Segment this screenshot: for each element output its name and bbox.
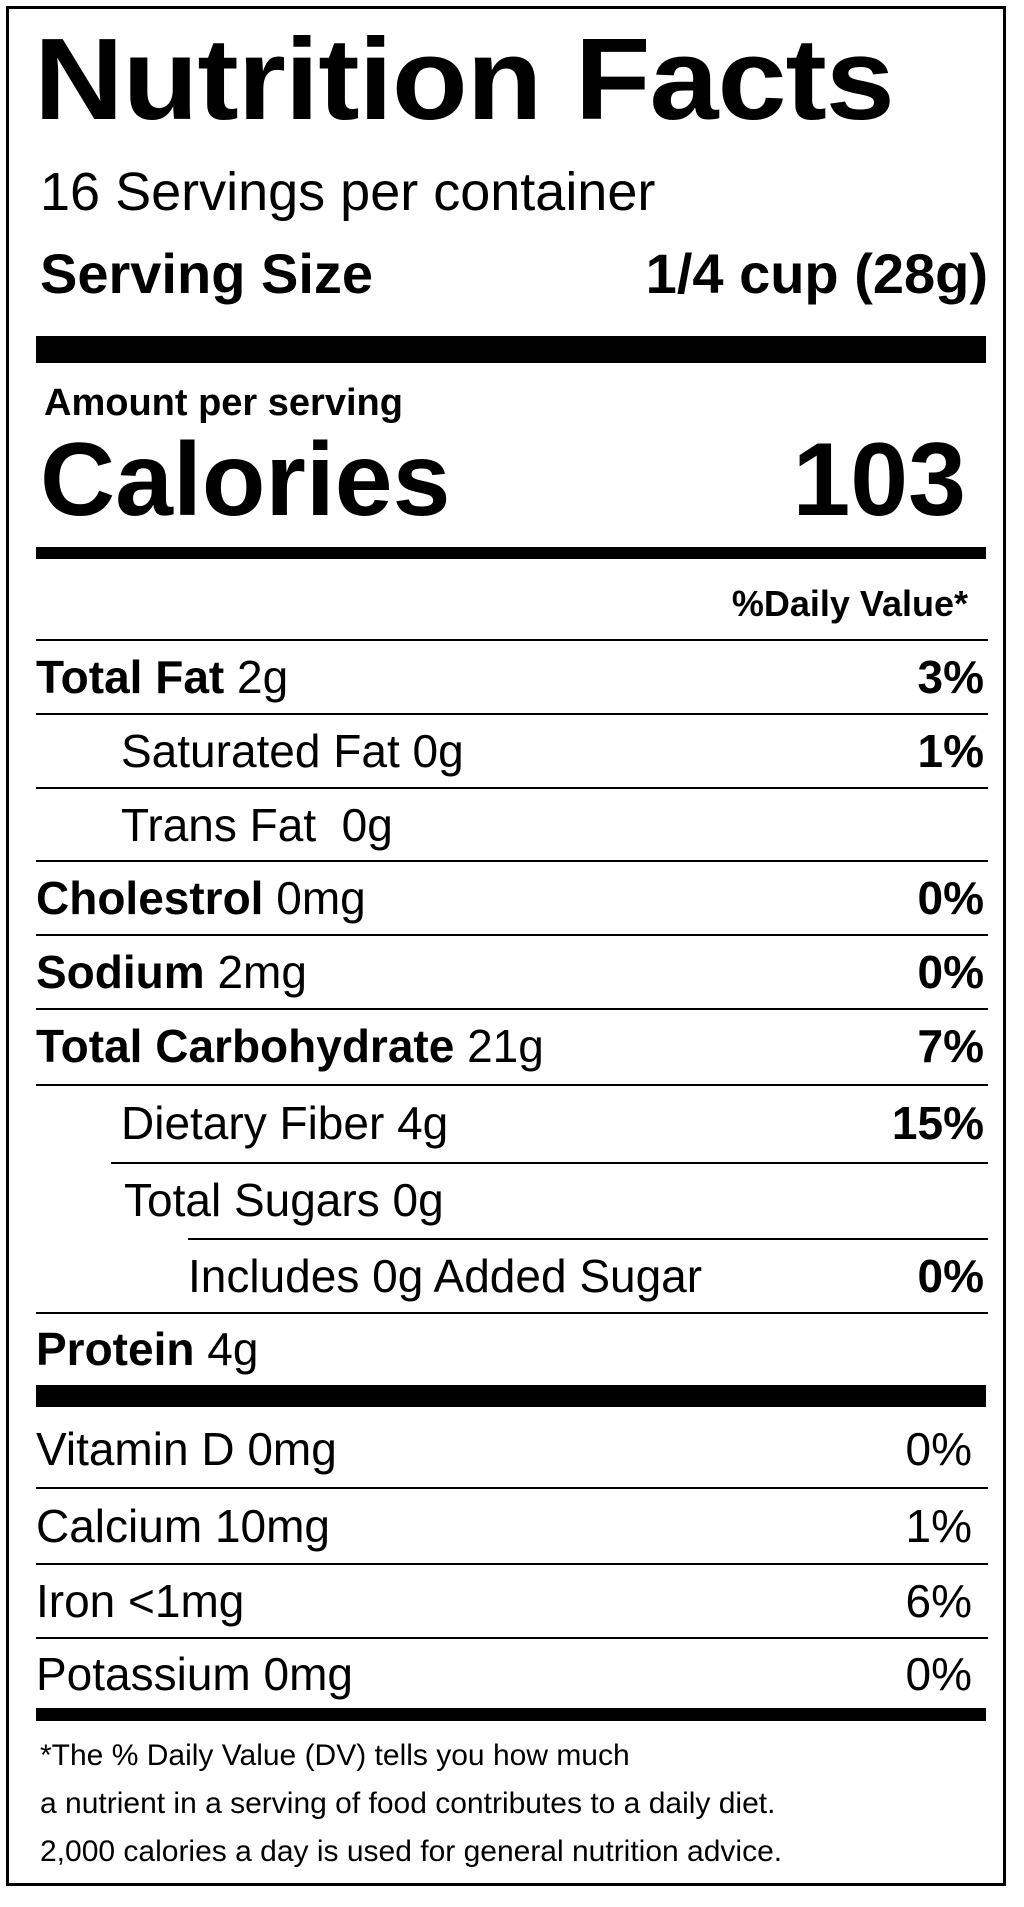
vitamin-name: Iron — [36, 1575, 116, 1627]
vitamin-amount: <1mg — [128, 1575, 245, 1627]
row-divider — [36, 934, 988, 936]
vitamin-amount: 0mg — [263, 1647, 354, 1700]
nutrient-dv: 15% — [891, 1097, 984, 1149]
row-divider — [36, 1487, 988, 1489]
row-divider — [36, 787, 988, 789]
nutrient-name: Total Sugars — [124, 1174, 380, 1226]
nutrient-name: Protein — [36, 1323, 195, 1375]
label-title: Nutrition Facts — [34, 14, 895, 144]
calories-label: Calories — [40, 422, 451, 538]
calories-value: 103 — [792, 422, 966, 538]
nutrient-name: Saturated Fat — [121, 725, 400, 777]
serving-size-value: 1/4 cup (28g) — [645, 242, 988, 305]
nutrient-dv: 3% — [917, 651, 984, 703]
daily-value-header: %Daily Value* — [731, 583, 968, 624]
vitamin-dv: 6% — [905, 1575, 972, 1627]
nutrient-row-cholesterol: Cholestrol 0mg 0% — [36, 861, 988, 935]
vitamin-name: Vitamin D — [36, 1422, 235, 1475]
vitamin-amount: 10mg — [214, 1500, 331, 1552]
row-divider — [36, 860, 988, 862]
row-divider — [36, 1008, 988, 1010]
nutrient-amount: 21g — [467, 1020, 544, 1072]
medium-divider — [36, 1708, 986, 1721]
row-divider — [111, 1162, 988, 1164]
footnote-line: a nutrient in a serving of food contribu… — [40, 1787, 776, 1820]
nutrient-row-total-fat: Total Fat 2g 3% — [36, 640, 988, 714]
nutrient-amount: 2mg — [217, 946, 307, 998]
row-divider — [36, 1637, 988, 1639]
nutrient-dv: 0% — [917, 1250, 984, 1302]
nutrient-dv: 7% — [917, 1020, 984, 1072]
thick-divider — [36, 336, 986, 363]
nutrient-amount: 2g — [237, 651, 289, 703]
nutrition-label-border — [6, 6, 1006, 1886]
nutrient-name: Sodium — [36, 946, 205, 998]
vitamin-row-iron: Iron <1mg 6% — [36, 1565, 988, 1637]
vitamin-name: Potassium — [36, 1647, 251, 1700]
thick-divider — [36, 1385, 986, 1407]
vitamin-row-potassium: Potassium 0mg 0% — [36, 1639, 988, 1708]
nutrient-dv: 0% — [917, 872, 984, 924]
nutrient-amount: 0g — [328, 799, 393, 851]
nutrient-amount: 0g — [412, 725, 464, 777]
nutrient-dv: 0% — [917, 946, 984, 998]
footnote-line: *The % Daily Value (DV) tells you how mu… — [40, 1739, 630, 1772]
row-divider — [188, 1238, 988, 1240]
vitamin-row-vitamin-d: Vitamin D 0mg 0% — [36, 1410, 988, 1487]
nutrient-name: Trans Fat — [121, 799, 317, 851]
vitamin-dv: 0% — [905, 1647, 972, 1700]
nutrient-row-protein: Protein 4g — [36, 1313, 988, 1385]
vitamin-name: Calcium — [36, 1500, 203, 1552]
vitamin-dv: 0% — [905, 1422, 972, 1475]
nutrient-name: Cholestrol — [36, 872, 264, 924]
nutrient-name: Total Fat — [36, 651, 225, 703]
nutrient-row-saturated-fat: Saturated Fat 0g 1% — [121, 714, 988, 788]
vitamin-amount: 0mg — [247, 1422, 337, 1475]
nutrient-row-added-sugar: Includes 0g Added Sugar 0% — [188, 1239, 988, 1313]
nutrient-amount: 4g — [397, 1097, 449, 1149]
nutrient-row-dietary-fiber: Dietary Fiber 4g 15% — [121, 1086, 988, 1160]
amount-per-serving: Amount per serving — [44, 382, 403, 424]
servings-per-container: 16 Servings per container — [40, 162, 656, 222]
nutrient-name: Dietary Fiber — [121, 1097, 385, 1149]
nutrient-name: Total Carbohydrate — [36, 1020, 455, 1072]
nutrient-amount: 0g — [392, 1174, 444, 1226]
row-divider — [36, 713, 988, 715]
nutrient-row-total-sugars: Total Sugars 0g — [124, 1163, 988, 1237]
row-divider — [36, 639, 988, 641]
row-divider — [36, 1563, 988, 1565]
serving-size-label: Serving Size — [40, 242, 374, 305]
nutrient-amount: 4g — [207, 1323, 259, 1375]
footnote-line: 2,000 calories a day is used for general… — [40, 1835, 783, 1868]
row-divider — [36, 1084, 988, 1086]
nutrient-row-trans-fat: Trans Fat 0g — [121, 788, 988, 862]
nutrient-amount: 0mg — [276, 872, 366, 924]
medium-divider — [36, 547, 986, 559]
nutrient-row-sodium: Sodium 2mg 0% — [36, 935, 988, 1009]
nutrient-row-total-carbohydrate: Total Carbohydrate 21g 7% — [36, 1009, 988, 1083]
vitamin-row-calcium: Calcium 10mg 1% — [36, 1489, 988, 1563]
row-divider — [36, 1312, 988, 1314]
vitamin-dv: 1% — [905, 1500, 972, 1552]
nutrient-name: Includes 0g Added Sugar — [188, 1250, 703, 1302]
nutrient-dv: 1% — [917, 725, 984, 777]
